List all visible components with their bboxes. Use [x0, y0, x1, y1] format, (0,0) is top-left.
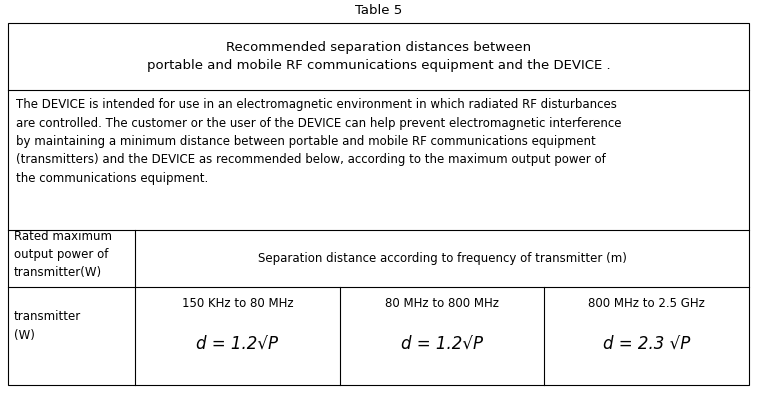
Text: d = 1.2√P: d = 1.2√P — [401, 335, 483, 353]
Text: 80 MHz to 800 MHz: 80 MHz to 800 MHz — [385, 297, 499, 310]
Text: 800 MHz to 2.5 GHz: 800 MHz to 2.5 GHz — [588, 297, 705, 310]
Text: transmitter
(W): transmitter (W) — [14, 310, 81, 342]
Text: Rated maximum
output power of
transmitter(W): Rated maximum output power of transmitte… — [14, 230, 112, 279]
Text: The DEVICE is intended for use in an electromagnetic environment in which radiat: The DEVICE is intended for use in an ele… — [16, 98, 621, 185]
Text: Recommended separation distances between
portable and mobile RF communications e: Recommended separation distances between… — [147, 41, 610, 73]
Text: 150 KHz to 80 MHz: 150 KHz to 80 MHz — [182, 297, 293, 310]
Text: d = 2.3 √P: d = 2.3 √P — [603, 335, 690, 353]
Text: Separation distance according to frequency of transmitter (m): Separation distance according to frequen… — [257, 252, 627, 265]
Text: d = 1.2√P: d = 1.2√P — [196, 335, 279, 353]
Text: Table 5: Table 5 — [355, 4, 402, 17]
